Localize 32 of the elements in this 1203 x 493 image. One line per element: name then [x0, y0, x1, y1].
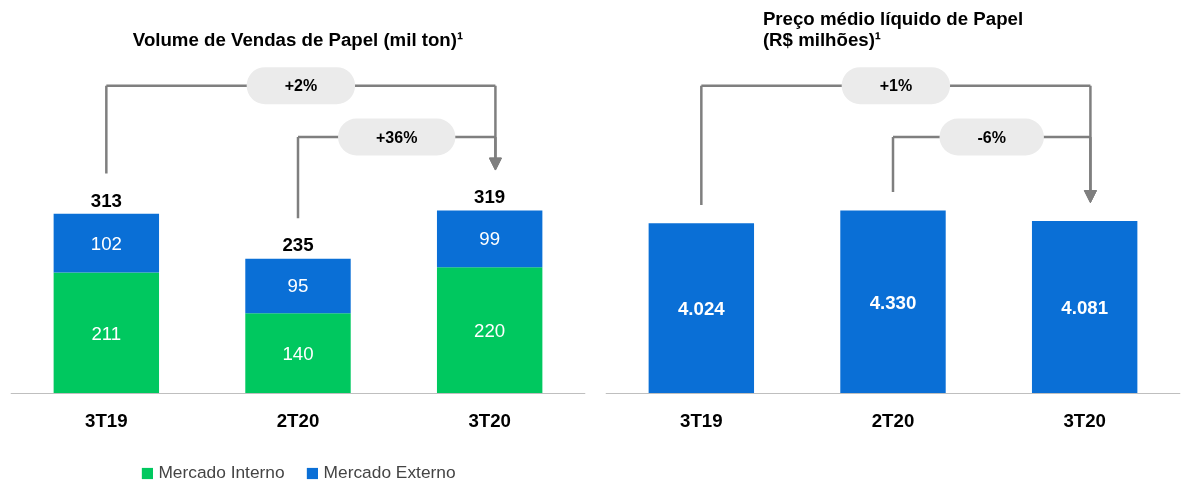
data-label: 102	[90, 232, 122, 254]
x-tick-label: 2T20	[871, 409, 915, 431]
bar	[245, 258, 351, 314]
x-tick-label: 3T20	[468, 409, 511, 431]
bar	[436, 210, 543, 268]
legend-label: Mercado Externo	[323, 462, 456, 483]
total-label: 235	[282, 234, 314, 256]
data-label: 220	[474, 320, 506, 342]
text: -6%	[977, 128, 1006, 146]
total-label: 319	[474, 186, 506, 208]
text: +36%	[376, 128, 418, 146]
text: +1%	[879, 77, 913, 95]
bar	[53, 272, 160, 394]
legend-label: Mercado Interno	[158, 462, 285, 483]
text: +2%	[284, 77, 318, 95]
bar	[53, 213, 160, 273]
x-tick-label: 2T20	[276, 409, 320, 431]
x-tick-label: 3T20	[1063, 409, 1106, 431]
data-label: 4.024	[677, 298, 726, 320]
data-label: 99	[479, 228, 501, 250]
bar	[436, 267, 543, 394]
data-label: 4.081	[1061, 296, 1109, 318]
data-label: 95	[287, 275, 309, 297]
data-label: 4.330	[869, 291, 917, 313]
data-label: 211	[91, 322, 122, 344]
total-label: 313	[90, 189, 122, 211]
bar	[245, 313, 351, 394]
chart-title: Preço médio líquido de Papel (R$ milhões)¹	[762, 7, 1024, 50]
x-tick-label: 3T19	[680, 409, 723, 431]
x-tick-label: 3T19	[85, 409, 128, 431]
data-label: 140	[282, 343, 314, 365]
chart-title: Volume de Vendas de Papel (mil ton)¹	[132, 28, 464, 50]
